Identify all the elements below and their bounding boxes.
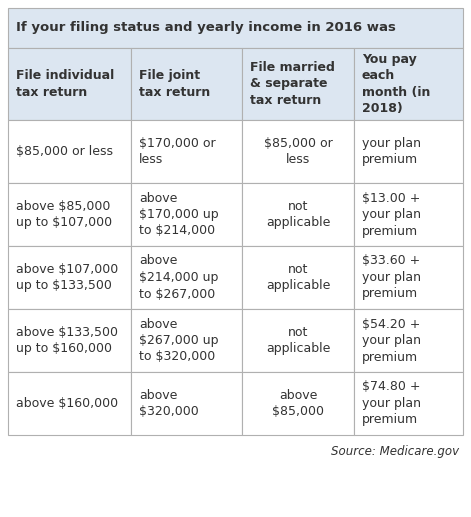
Text: $170,000 or
less: $170,000 or less: [139, 137, 215, 166]
Bar: [8, 8, 463, 48]
Bar: [131, 246, 242, 309]
Bar: [131, 183, 242, 246]
Text: $85,000 or
less: $85,000 or less: [264, 137, 333, 166]
Text: above
$214,000 up
to $267,000: above $214,000 up to $267,000: [139, 254, 218, 300]
Text: not
applicable: not applicable: [266, 326, 330, 355]
Text: File joint
tax return: File joint tax return: [139, 69, 210, 99]
Bar: [242, 120, 354, 183]
Text: File individual
tax return: File individual tax return: [16, 69, 114, 99]
Bar: [354, 120, 463, 183]
Bar: [131, 372, 242, 435]
Bar: [354, 246, 463, 309]
Bar: [8, 372, 131, 435]
Bar: [354, 48, 463, 120]
Text: above
$320,000: above $320,000: [139, 389, 199, 418]
Bar: [131, 48, 242, 120]
Text: $33.60 +
your plan
premium: $33.60 + your plan premium: [362, 254, 421, 300]
Text: $54.20 +
your plan
premium: $54.20 + your plan premium: [362, 317, 421, 363]
Bar: [8, 120, 131, 183]
Bar: [131, 120, 242, 183]
Text: $13.00 +
your plan
premium: $13.00 + your plan premium: [362, 191, 421, 237]
Bar: [8, 246, 131, 309]
Text: $74.80 +
your plan
premium: $74.80 + your plan premium: [362, 381, 421, 427]
Bar: [8, 48, 131, 120]
Bar: [242, 246, 354, 309]
Text: above $133,500
up to $160,000: above $133,500 up to $160,000: [16, 326, 118, 355]
Text: above $85,000
up to $107,000: above $85,000 up to $107,000: [16, 200, 112, 229]
Bar: [8, 309, 131, 372]
Text: Source: Medicare.gov: Source: Medicare.gov: [331, 445, 459, 458]
Bar: [242, 183, 354, 246]
Bar: [242, 372, 354, 435]
Text: not
applicable: not applicable: [266, 263, 330, 292]
Bar: [354, 372, 463, 435]
Text: You pay
each
month (in
2018): You pay each month (in 2018): [362, 53, 430, 115]
Bar: [354, 309, 463, 372]
Bar: [131, 309, 242, 372]
Bar: [242, 48, 354, 120]
Text: above $160,000: above $160,000: [16, 397, 118, 410]
Text: File married
& separate
tax return: File married & separate tax return: [250, 61, 335, 107]
Bar: [242, 309, 354, 372]
Bar: [354, 183, 463, 246]
Text: your plan
premium: your plan premium: [362, 137, 421, 166]
Text: $85,000 or less: $85,000 or less: [16, 145, 113, 158]
Text: above $107,000
up to $133,500: above $107,000 up to $133,500: [16, 263, 118, 292]
Text: If your filing status and yearly income in 2016 was: If your filing status and yearly income …: [16, 22, 396, 35]
Text: above
$267,000 up
to $320,000: above $267,000 up to $320,000: [139, 317, 219, 363]
Text: not
applicable: not applicable: [266, 200, 330, 229]
Bar: [8, 183, 131, 246]
Text: above
$85,000: above $85,000: [272, 389, 324, 418]
Text: above
$170,000 up
to $214,000: above $170,000 up to $214,000: [139, 191, 219, 237]
